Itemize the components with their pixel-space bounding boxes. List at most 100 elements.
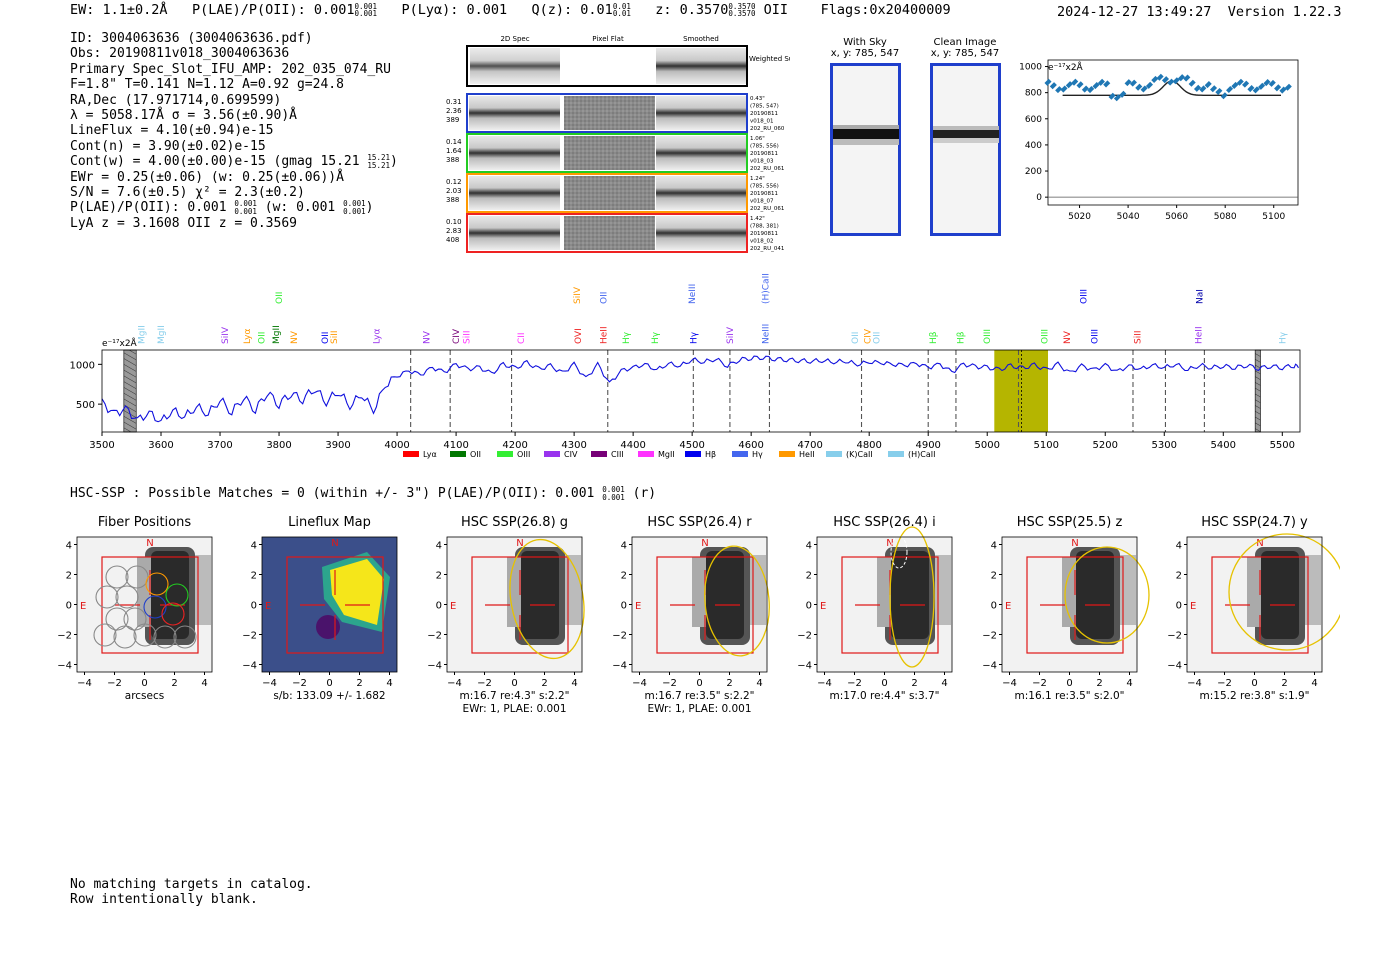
zoom-data-point [1119,90,1127,98]
panel-xtick-label: 2 [541,678,547,689]
fiber-circle [113,625,137,649]
line-label: OII [275,292,285,304]
galaxy-ellipse [1064,546,1150,644]
spectrum-xtick-label: 3800 [266,440,291,451]
zoom-xtick-label: 5060 [1165,212,1188,222]
panel-xtick-label: 2 [356,678,362,689]
zoom-plot-frame [1047,59,1299,206]
spectrum-ytick-label: 500 [76,400,95,411]
catalog-message: No matching targets in catalog. [70,877,313,892]
spectrum-xtick-label: 4500 [679,440,704,451]
line-label: OII [600,292,610,304]
zoom-data-point [1247,85,1255,93]
cutout-pixel-flat [564,176,655,210]
spectrum-xtick-label: 5300 [1152,440,1177,451]
line-label: HeII [1194,326,1204,344]
panel-caption: m:16.7 re:3.5" s:2.2" [645,690,755,702]
aperture-box [101,556,199,654]
cutout-pixel-flat [564,216,655,250]
aperture-box [286,556,384,654]
fiber-circle [161,602,185,626]
panel-caption-2: EWr: 1, PLAE: 0.001 [462,703,566,715]
cutout-row-meta: (785, 547) [750,104,779,110]
panel-ytick-label: −2 [797,631,812,642]
zoom-data-point [1258,82,1266,90]
north-label: N [331,538,338,549]
cutout-smoothed [656,176,746,210]
panel-ytick-label: −4 [57,661,72,672]
panel-xtick-label: 0 [1251,678,1257,689]
clean-image [930,63,1001,236]
line-label: Lyα [243,328,253,344]
panel-xtick-label: 2 [1096,678,1102,689]
line-label: OII [851,332,861,344]
spectrum-xtick-label: 4300 [561,440,586,451]
spectrum-xtick-label: 4700 [797,440,822,451]
aperture-box [471,556,569,654]
spectrum-xtick-label: 3600 [148,440,173,451]
zoom-data-point [1140,85,1148,93]
fiber-circle [105,565,129,589]
zoom-xtick-label: 5100 [1262,212,1285,222]
cutout-pixel-flat [564,136,655,170]
line-label: OIII [1079,289,1089,304]
zoom-ytick-label: 600 [1025,115,1042,125]
panel-xtick-label: 4 [756,678,762,689]
legend-swatch [779,451,795,457]
zoom-ytick-label: 400 [1025,141,1042,151]
flags-value: Flags:0x20400009 [820,2,951,18]
fiber-circle [93,623,117,647]
zoom-data-point [1220,92,1228,100]
cutout-row-meta: 1.06" [750,136,765,142]
detection-info: ID: 3004063636 (3004063636.pdf) Obs: 201… [70,31,398,231]
zoom-unit-label: e⁻¹⁷x2Å [1048,61,1084,73]
cutout-row-meta: (785, 556) [750,184,779,190]
panel-caption: s/b: 133.09 +/- 1.682 [273,690,385,702]
panel-caption: m:16.7 re:4.3" s:2.2" [460,690,570,702]
line-label: SiIV [221,326,231,344]
panel-ytick-label: 4 [251,541,257,552]
panel-ytick-label: −2 [1167,631,1182,642]
panel-caption: m:15.2 re:3.8" s:1.9" [1200,690,1310,702]
image-panel-6: HSC SSP(25.5) z N E −4 −4 −2 −2 0 0 2 2 4 4 m:16.1 re… [980,512,1155,731]
panel-ytick-label: 4 [806,541,812,552]
full-spectrum-plot: e⁻¹⁷x2Å 3500 3600 3700 3800 3900 4000 4100 4200… [70,273,1301,459]
north-label: N [1256,538,1263,549]
panel-xtick-label: −2 [107,678,122,689]
image-panel-1: Fiber Positions N E −4 −4 −2 −2 0 0 2 2 4 4 arcsecs [55,512,230,731]
legend-swatch [732,451,748,457]
version: Version 1.22.3 [1227,4,1342,20]
spectrum-xtick-label: 4600 [738,440,763,451]
cutout-row-value: 2.03 [446,187,462,195]
catalog-ellipse [890,535,908,569]
spectrum-xtick-label: 4800 [856,440,881,451]
east-label: E [80,601,86,612]
legend-label: CIV [564,450,578,459]
cutout-row-value: 389 [446,116,459,124]
panel-ytick-label: −4 [612,661,627,672]
line-label: SiII [1134,330,1144,344]
zoom-data-point [1167,78,1175,86]
cutout-pixel-flat [564,96,655,130]
info-contw: Cont(w) = 4.00(±0.00)e-15 (gmag 15.21 15… [70,153,398,170]
fiber-circle [165,583,189,607]
panel-xtick-label: 4 [571,678,577,689]
line-label: MgII [157,325,167,344]
info-lambda: λ = 5058.17Å σ = 3.56(±0.90)Å [70,108,297,124]
image-panel-4: HSC SSP(26.4) r N E −4 −4 −2 −2 0 0 2 2 4 4 m:16.7 re… [610,512,785,731]
panel-xtick-label: 0 [1066,678,1072,689]
spectrum-xtick-label: 5200 [1093,440,1118,451]
spectrum-xtick-label: 3500 [89,440,114,451]
panel-title: HSC SSP(26.4) i [833,515,935,530]
header-summary: EW: 1.1±0.2Å P(LAE)/P(OII): 0.0010.001 0.… [70,2,951,18]
spectrum-xtick-label: 5400 [1211,440,1236,451]
legend-label: Hγ [752,450,763,459]
legend-swatch [888,451,904,457]
zoom-data-point [1151,75,1159,83]
panel-xtick-label: 2 [911,678,917,689]
panel-ytick-label: 2 [66,571,72,582]
zoom-data-point [1145,81,1153,89]
